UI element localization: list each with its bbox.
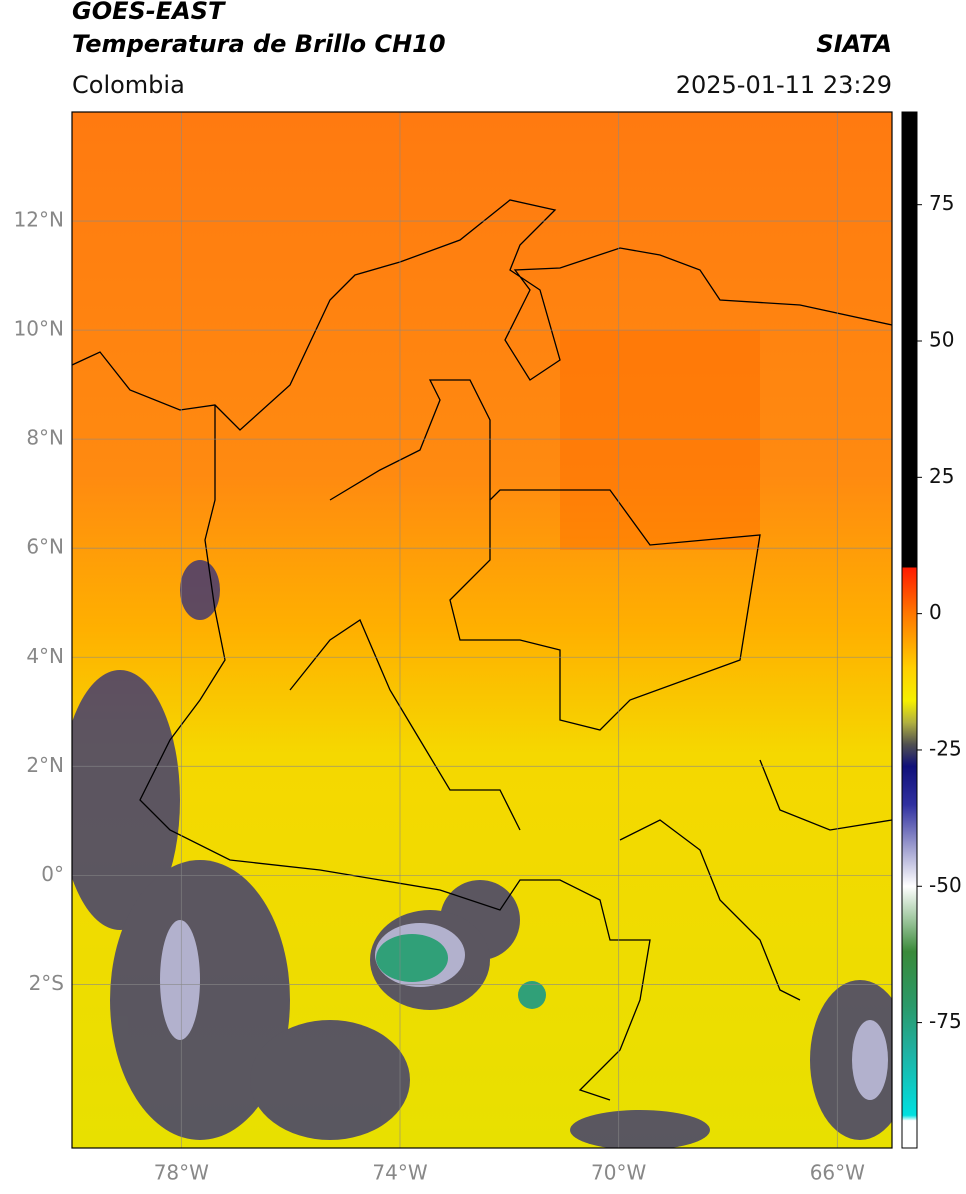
colorbar-tick-label: 25	[929, 464, 954, 488]
colorbar-tick-label: 50	[929, 328, 954, 352]
y-tick-label: 10°N	[14, 317, 64, 341]
colorbar-tick-label: 75	[929, 191, 954, 215]
region: Colombia	[72, 71, 185, 99]
colorbar-tick-label: 0	[929, 600, 942, 624]
y-tick-label: 12°N	[14, 208, 64, 232]
y-tick-label: 4°N	[26, 644, 64, 668]
x-tick-label: 74°W	[372, 1161, 427, 1185]
y-tick-label: 2°N	[26, 753, 64, 777]
y-tick-label: 8°N	[26, 426, 64, 450]
title: GOES-EAST	[72, 0, 226, 25]
datetime: 2025-01-11 23:29	[676, 71, 892, 99]
colorbar-tick-label: -75	[929, 1009, 962, 1033]
colorbar-tick-label: -25	[929, 736, 962, 760]
map-frame	[71, 111, 893, 1149]
x-tick-label: 70°W	[591, 1161, 646, 1185]
colorbar-tick-label: -50	[929, 873, 962, 897]
source: SIATA	[816, 30, 892, 58]
x-tick-label: 66°W	[810, 1161, 865, 1185]
y-tick-label: 2°S	[29, 971, 64, 995]
x-tick-label: 78°W	[154, 1161, 209, 1185]
colorbar	[901, 111, 918, 1149]
y-tick-label: 6°N	[26, 535, 64, 559]
map-image	[72, 112, 892, 1148]
y-tick-label: 0°	[41, 862, 64, 886]
subtitle: Temperatura de Brillo CH10	[72, 30, 446, 58]
